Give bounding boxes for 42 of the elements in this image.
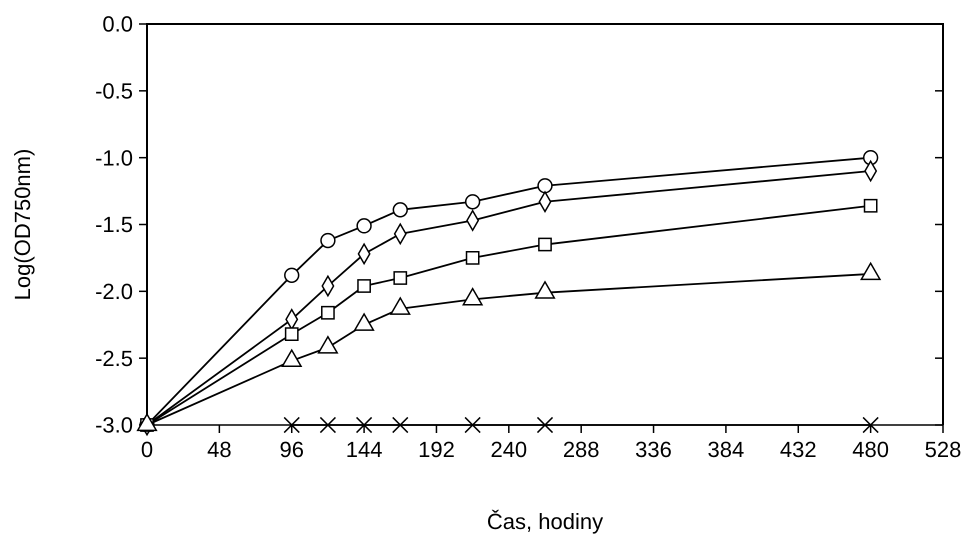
- point: [864, 198, 878, 213]
- point: [392, 416, 409, 434]
- y-tick-label: -1.0: [95, 145, 133, 170]
- x-tick-label: 240: [490, 437, 528, 462]
- point: [320, 232, 336, 248]
- y-tick-label: -1.5: [95, 212, 133, 238]
- y-tick-label: -2.5: [95, 346, 133, 371]
- x-tick-label: 432: [780, 437, 817, 462]
- y-tick-label: 0.0: [102, 12, 133, 37]
- x-tick-label: 480: [852, 437, 889, 462]
- x-tick-label: 48: [207, 437, 232, 462]
- x-tick-label: 288: [562, 437, 600, 462]
- x-axis-title: Čas, hodiny: [486, 509, 604, 534]
- x-tick-label: 0: [140, 437, 154, 462]
- y-axis-title: Log(OD750nm): [10, 148, 35, 300]
- y-tick-label: -3.0: [95, 412, 133, 438]
- point: [392, 202, 408, 218]
- point: [464, 194, 480, 210]
- x-tick-label: 384: [708, 437, 744, 462]
- x-tick-label: 96: [279, 437, 304, 462]
- point: [321, 306, 335, 320]
- point: [357, 279, 371, 293]
- point: [284, 268, 300, 283]
- x-tick-label: 336: [635, 437, 672, 462]
- y-tick-label: -0.5: [95, 78, 133, 104]
- point: [536, 416, 554, 434]
- x-tick-label: 192: [418, 437, 455, 462]
- point: [356, 416, 372, 434]
- x-tick-label: 528: [924, 437, 962, 462]
- x-tick-label: 144: [346, 437, 382, 462]
- point: [284, 327, 299, 341]
- point: [320, 416, 336, 434]
- point: [466, 251, 480, 265]
- point: [862, 416, 879, 434]
- point: [393, 271, 408, 285]
- point: [862, 150, 878, 166]
- point: [538, 238, 552, 252]
- point: [537, 178, 553, 194]
- y-tick-label: -2.0: [95, 279, 133, 304]
- point: [283, 416, 300, 434]
- point: [464, 416, 481, 434]
- point: [356, 218, 372, 234]
